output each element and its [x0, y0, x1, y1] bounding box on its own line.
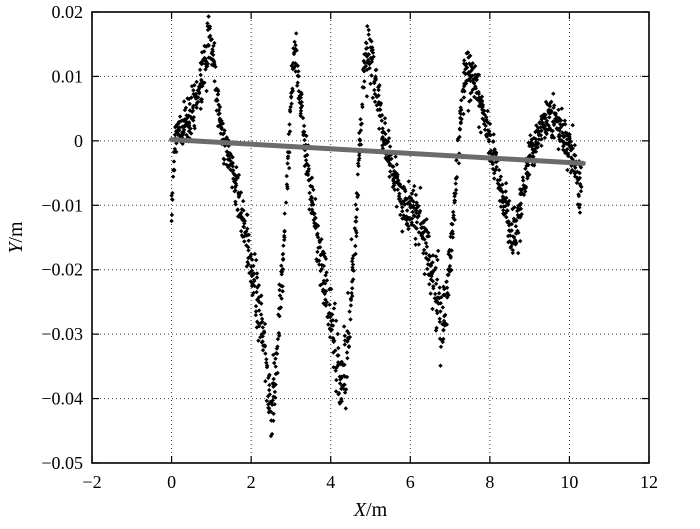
x-tick-labels: −2 0 2 4 6 8 10 12: [82, 472, 658, 492]
svg-text:8: 8: [485, 472, 494, 492]
svg-text:−0.05: −0.05: [41, 453, 83, 473]
fit-line: [169, 137, 586, 166]
y-tick-labels: −0.05 −0.04 −0.03 −0.02 −0.01 0 0.01 0.02: [41, 2, 83, 473]
svg-text:0: 0: [167, 472, 176, 492]
svg-text:2: 2: [247, 472, 256, 492]
data-layer: [169, 14, 586, 439]
scatter-points: [169, 14, 584, 439]
svg-text:0.02: 0.02: [52, 2, 84, 22]
svg-text:−0.01: −0.01: [41, 195, 83, 215]
svg-text:12: 12: [640, 472, 658, 492]
svg-text:0: 0: [74, 131, 83, 151]
axis-ticks: [91, 11, 650, 464]
svg-text:0.01: 0.01: [52, 66, 84, 86]
svg-text:−0.03: −0.03: [41, 324, 83, 344]
svg-text:6: 6: [406, 472, 415, 492]
y-axis-label: Y/m: [5, 221, 27, 254]
axes-frame: [91, 11, 650, 464]
svg-text:4: 4: [326, 472, 335, 492]
x-axis-label: X/m: [353, 499, 388, 521]
svg-text:−2: −2: [82, 472, 101, 492]
svg-text:10: 10: [560, 472, 578, 492]
svg-text:−0.02: −0.02: [41, 260, 83, 280]
svg-text:−0.04: −0.04: [41, 389, 83, 409]
grid-lines: [91, 11, 650, 464]
